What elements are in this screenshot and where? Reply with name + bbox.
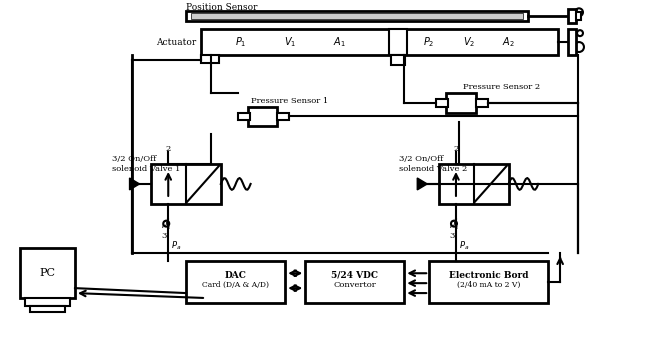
Text: 2: 2 [165, 145, 171, 153]
Text: $P_s$: $P_s$ [449, 219, 459, 232]
Text: $V_2$: $V_2$ [463, 35, 475, 49]
Bar [201, 29, 558, 55]
Text: 5/24 VDC: 5/24 VDC [331, 271, 378, 280]
Bar [31, 306, 65, 312]
Bar [20, 249, 75, 298]
Bar [446, 93, 476, 113]
Bar [576, 12, 581, 20]
Bar [436, 99, 448, 107]
Bar [476, 99, 488, 107]
Text: $P_1$: $P_1$ [235, 35, 247, 49]
Bar [247, 107, 277, 126]
Text: $V_1$: $V_1$ [284, 35, 296, 49]
Text: Position Sensor: Position Sensor [186, 3, 258, 12]
Bar [191, 13, 523, 19]
Text: 2: 2 [453, 145, 458, 153]
Text: Pressure Sensor 2: Pressure Sensor 2 [463, 83, 540, 91]
Bar [186, 261, 285, 303]
Text: $P_2$: $P_2$ [423, 35, 435, 49]
Text: (2/40 mA to 2 V): (2/40 mA to 2 V) [457, 281, 520, 289]
Bar [568, 29, 576, 55]
Text: 3/2 On/Off: 3/2 On/Off [400, 155, 444, 163]
Text: 1: 1 [417, 180, 422, 188]
Polygon shape [417, 178, 427, 190]
Text: solenoid Valve 1: solenoid Valve 1 [112, 165, 180, 173]
Text: $P_s$: $P_s$ [161, 219, 171, 232]
Bar [389, 29, 408, 55]
Bar [25, 298, 70, 306]
Text: DAC: DAC [225, 271, 247, 280]
Text: $P_a$: $P_a$ [459, 239, 469, 252]
Bar [391, 55, 406, 65]
Bar [152, 164, 221, 204]
Bar [277, 113, 289, 120]
Text: PC: PC [39, 268, 55, 278]
Bar [238, 113, 249, 120]
Text: Electronic Bord: Electronic Bord [449, 271, 529, 280]
Text: 3: 3 [161, 232, 167, 240]
Text: Convertor: Convertor [333, 281, 376, 289]
Polygon shape [130, 178, 139, 190]
Text: Pressure Sensor 1: Pressure Sensor 1 [251, 97, 328, 104]
Bar [568, 9, 576, 23]
Text: $A_2$: $A_2$ [502, 35, 515, 49]
Bar [439, 164, 508, 204]
Text: Actuator: Actuator [156, 38, 197, 47]
Text: $A_1$: $A_1$ [333, 35, 346, 49]
Text: 3: 3 [449, 232, 454, 240]
Text: 3/2 On/Off: 3/2 On/Off [112, 155, 156, 163]
Bar [201, 55, 219, 63]
Text: Card (D/A & A/D): Card (D/A & A/D) [202, 281, 270, 289]
Bar [305, 261, 404, 303]
Text: $P_a$: $P_a$ [171, 239, 182, 252]
Bar [429, 261, 548, 303]
Text: 1: 1 [129, 180, 134, 188]
Text: solenoid Valve 2: solenoid Valve 2 [400, 165, 467, 173]
Bar [186, 11, 529, 21]
